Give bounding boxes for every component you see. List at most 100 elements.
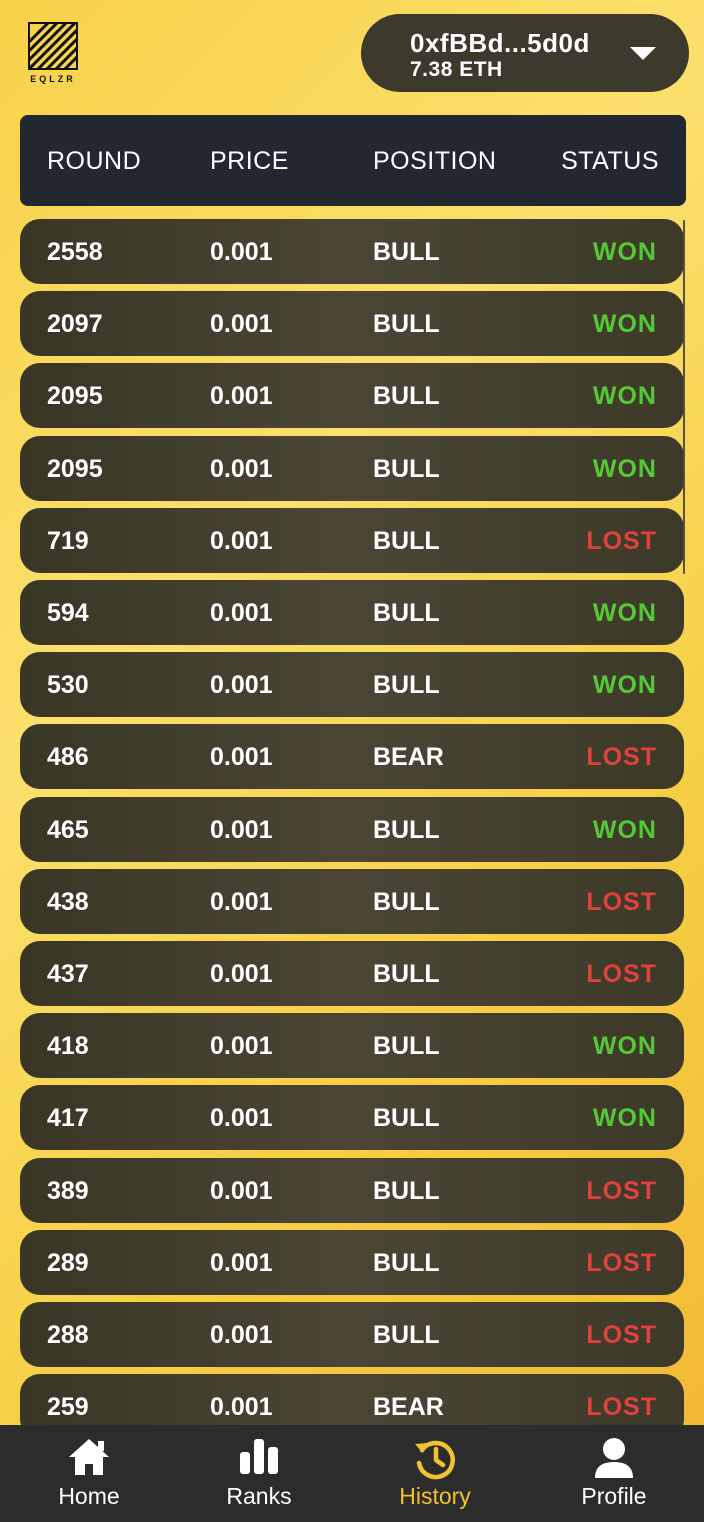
eqlzr-logo: EQLZR [28, 22, 78, 84]
round-cell: 437 [47, 960, 89, 988]
position-cell: BULL [373, 1176, 440, 1205]
table-row[interactable]: 465 0.001 BULL WON [20, 796, 684, 862]
price-cell: 0.001 [210, 382, 273, 411]
position-cell: BULL [373, 960, 440, 988]
header-price: PRICE [210, 147, 289, 175]
position-cell: BEAR [373, 1393, 444, 1422]
table-row[interactable]: 418 0.001 BULL WON [20, 1013, 684, 1079]
price-cell: 0.001 [210, 310, 273, 339]
price-cell: 0.001 [210, 887, 273, 916]
status-cell: WON [592, 238, 657, 266]
nav-history-label: History [399, 1483, 471, 1509]
table-row[interactable]: 2095 0.001 BULL WON [20, 363, 684, 429]
price-cell: 0.001 [210, 960, 273, 988]
person-icon [595, 1438, 633, 1478]
wallet-address: 0xfBBd...5d0d [410, 28, 590, 58]
table-row[interactable]: 288 0.001 BULL LOST [20, 1302, 684, 1367]
round-cell: 719 [47, 526, 89, 555]
logo-wordmark: EQLZR [30, 74, 76, 84]
round-cell: 289 [47, 1248, 89, 1277]
round-cell: 2558 [47, 238, 103, 266]
table-row[interactable]: 594 0.001 BULL WON [20, 580, 684, 645]
nav-home-label: Home [58, 1483, 120, 1509]
position-cell: BULL [373, 1104, 440, 1133]
table-row[interactable]: 289 0.001 BULL LOST [20, 1229, 684, 1295]
round-cell: 2095 [47, 382, 103, 411]
round-cell: 2095 [47, 454, 103, 483]
position-cell: BULL [373, 310, 440, 339]
history-icon [415, 1440, 455, 1480]
nav-history[interactable]: History [347, 1425, 523, 1522]
status-cell: WON [592, 454, 657, 483]
round-cell: 465 [47, 815, 89, 844]
status-cell: LOST [586, 1176, 657, 1205]
round-cell: 2097 [47, 310, 103, 339]
table-header: ROUND PRICE POSITION STATUS [20, 115, 686, 206]
nav-profile-label: Profile [581, 1483, 647, 1509]
position-cell: BULL [373, 454, 440, 483]
price-cell: 0.001 [210, 815, 273, 844]
round-cell: 418 [47, 1032, 89, 1061]
round-cell: 438 [47, 887, 89, 916]
table-row[interactable]: 2558 0.001 BULL WON [20, 219, 684, 284]
round-cell: 389 [47, 1176, 89, 1205]
wallet-balance: 7.38 ETH [410, 58, 503, 81]
price-cell: 0.001 [210, 671, 273, 700]
price-cell: 0.001 [210, 1032, 273, 1061]
table-row[interactable]: 259 0.001 BEAR LOST [20, 1374, 684, 1425]
price-cell: 0.001 [210, 1393, 273, 1422]
position-cell: BULL [373, 526, 440, 555]
table-row[interactable]: 438 0.001 BULL LOST [20, 868, 684, 934]
wallet-selector[interactable]: 0xfBBd...5d0d 7.38 ETH [361, 14, 689, 92]
position-cell: BEAR [373, 743, 444, 772]
header-position: POSITION [373, 147, 497, 175]
table-row[interactable]: 417 0.001 BULL WON [20, 1085, 684, 1151]
table-row[interactable]: 486 0.001 BEAR LOST [20, 724, 684, 790]
table-row[interactable]: 2095 0.001 BULL WON [20, 435, 684, 501]
position-cell: BULL [373, 1321, 440, 1349]
price-cell: 0.001 [210, 1248, 273, 1277]
bottom-nav: Home Ranks History Profile [0, 1425, 704, 1522]
status-cell: LOST [586, 526, 657, 555]
status-cell: WON [592, 1104, 657, 1133]
table-row[interactable]: 719 0.001 BULL LOST [20, 507, 684, 573]
chevron-down-icon[interactable] [630, 47, 656, 60]
status-cell: LOST [586, 1321, 657, 1349]
position-cell: BULL [373, 815, 440, 844]
bar-chart-icon [240, 1439, 278, 1474]
status-cell: WON [592, 815, 657, 844]
status-cell: WON [592, 671, 657, 700]
table-row[interactable]: 437 0.001 BULL LOST [20, 941, 684, 1006]
header-round: ROUND [47, 147, 142, 175]
nav-home[interactable]: Home [1, 1425, 177, 1522]
status-cell: WON [592, 1032, 657, 1061]
table-row[interactable]: 2097 0.001 BULL WON [20, 291, 684, 357]
nav-profile[interactable]: Profile [526, 1425, 702, 1522]
price-cell: 0.001 [210, 743, 273, 772]
home-icon [69, 1439, 109, 1475]
price-cell: 0.001 [210, 1104, 273, 1133]
round-cell: 594 [47, 599, 89, 627]
round-cell: 259 [47, 1393, 89, 1422]
position-cell: BULL [373, 382, 440, 411]
history-list[interactable]: 2558 0.001 BULL WON 2097 0.001 BULL WON 2095 0.00… [20, 219, 686, 1425]
price-cell: 0.001 [210, 526, 273, 555]
round-cell: 530 [47, 671, 89, 700]
status-cell: WON [592, 382, 657, 411]
status-cell: WON [592, 599, 657, 627]
round-cell: 288 [47, 1321, 89, 1349]
position-cell: BULL [373, 1248, 440, 1277]
price-cell: 0.001 [210, 454, 273, 483]
nav-ranks[interactable]: Ranks [171, 1425, 347, 1522]
position-cell: BULL [373, 671, 440, 700]
price-cell: 0.001 [210, 238, 273, 266]
scrollbar[interactable] [683, 220, 685, 574]
table-row[interactable]: 389 0.001 BULL LOST [20, 1157, 684, 1223]
header-status: STATUS [561, 147, 659, 175]
table-row[interactable]: 530 0.001 BULL WON [20, 652, 684, 718]
status-cell: LOST [586, 743, 657, 772]
nav-ranks-label: Ranks [226, 1483, 292, 1509]
price-cell: 0.001 [210, 1321, 273, 1349]
price-cell: 0.001 [210, 599, 273, 627]
status-cell: LOST [586, 887, 657, 916]
